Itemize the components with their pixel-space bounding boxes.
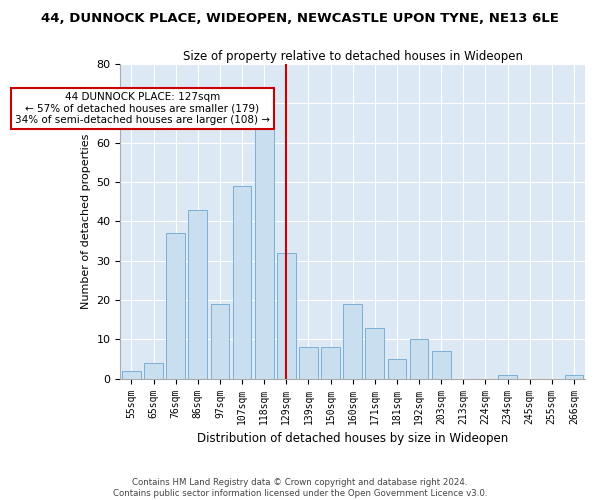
Text: 44 DUNNOCK PLACE: 127sqm
← 57% of detached houses are smaller (179)
34% of semi-: 44 DUNNOCK PLACE: 127sqm ← 57% of detach… (15, 92, 270, 125)
Text: Contains HM Land Registry data © Crown copyright and database right 2024.
Contai: Contains HM Land Registry data © Crown c… (113, 478, 487, 498)
Bar (144, 363, 163, 378)
Bar (388, 359, 406, 378)
Bar (410, 340, 428, 378)
Text: 44, DUNNOCK PLACE, WIDEOPEN, NEWCASTLE UPON TYNE, NE13 6LE: 44, DUNNOCK PLACE, WIDEOPEN, NEWCASTLE U… (41, 12, 559, 26)
Bar (188, 210, 207, 378)
Bar (321, 347, 340, 378)
Bar (277, 253, 296, 378)
X-axis label: Distribution of detached houses by size in Wideopen: Distribution of detached houses by size … (197, 432, 508, 445)
Bar (432, 351, 451, 378)
Bar (211, 304, 229, 378)
Bar (343, 304, 362, 378)
Bar (498, 375, 517, 378)
Title: Size of property relative to detached houses in Wideopen: Size of property relative to detached ho… (182, 50, 523, 63)
Bar (565, 375, 583, 378)
Bar (255, 123, 274, 378)
Y-axis label: Number of detached properties: Number of detached properties (81, 134, 91, 309)
Bar (166, 233, 185, 378)
Bar (122, 371, 141, 378)
Bar (233, 186, 251, 378)
Bar (299, 347, 318, 378)
Bar (365, 328, 384, 378)
